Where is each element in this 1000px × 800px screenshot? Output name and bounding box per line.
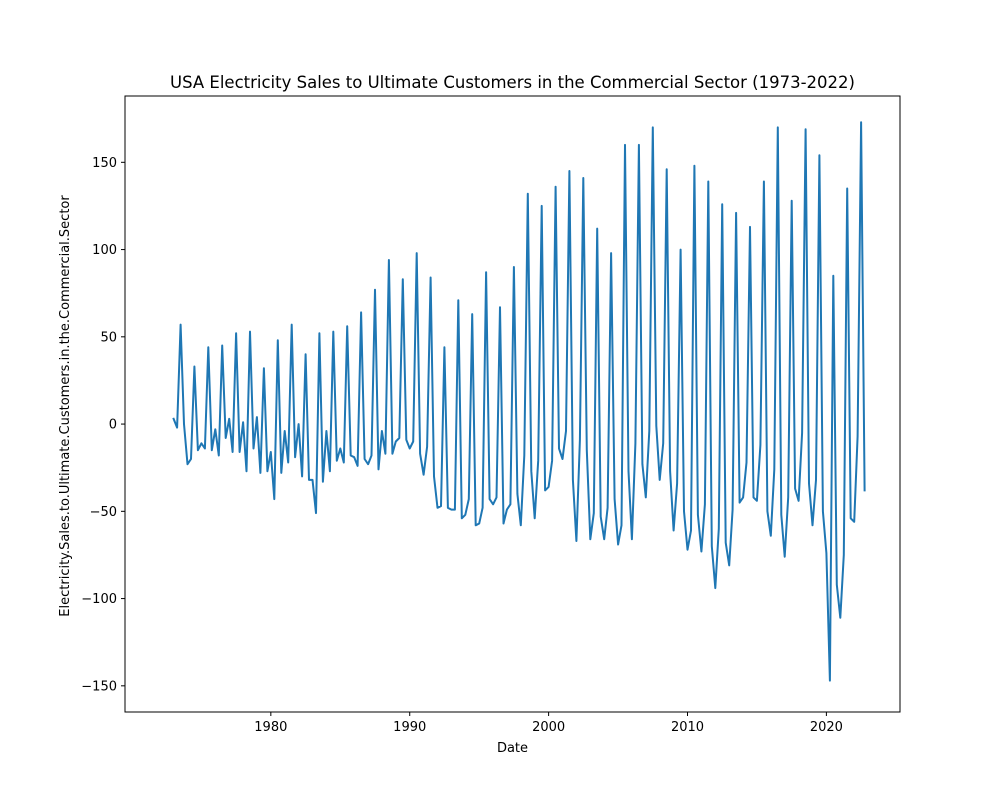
- y-axis: −150 −100 −50 0 50 100 150: [81, 156, 125, 694]
- y-tick-label: −150: [81, 679, 117, 694]
- x-axis-label: Date: [497, 741, 528, 756]
- series-line-0: [172, 121, 866, 682]
- y-axis-label: Electricity.Sales.to.Ultimate.Customers.…: [58, 195, 73, 617]
- plot-area: [172, 121, 866, 682]
- axes-frame: [124, 95, 901, 713]
- x-tick-label: 2010: [671, 720, 704, 735]
- x-tick-label: 1980: [254, 720, 287, 735]
- y-tick-label: 100: [92, 243, 117, 258]
- x-tick-label: 2000: [532, 720, 565, 735]
- y-tick-label: −100: [81, 592, 117, 607]
- y-tick-label: 50: [100, 330, 117, 345]
- x-axis: 1980 1990 2000 2010 2020: [254, 712, 843, 735]
- y-tick-label: −50: [90, 505, 117, 520]
- x-tick-label: 2020: [810, 720, 843, 735]
- chart-title: USA Electricity Sales to Ultimate Custom…: [170, 73, 855, 92]
- y-tick-label: 150: [92, 156, 117, 171]
- y-tick-label: 0: [109, 418, 117, 433]
- x-tick-label: 1990: [393, 720, 426, 735]
